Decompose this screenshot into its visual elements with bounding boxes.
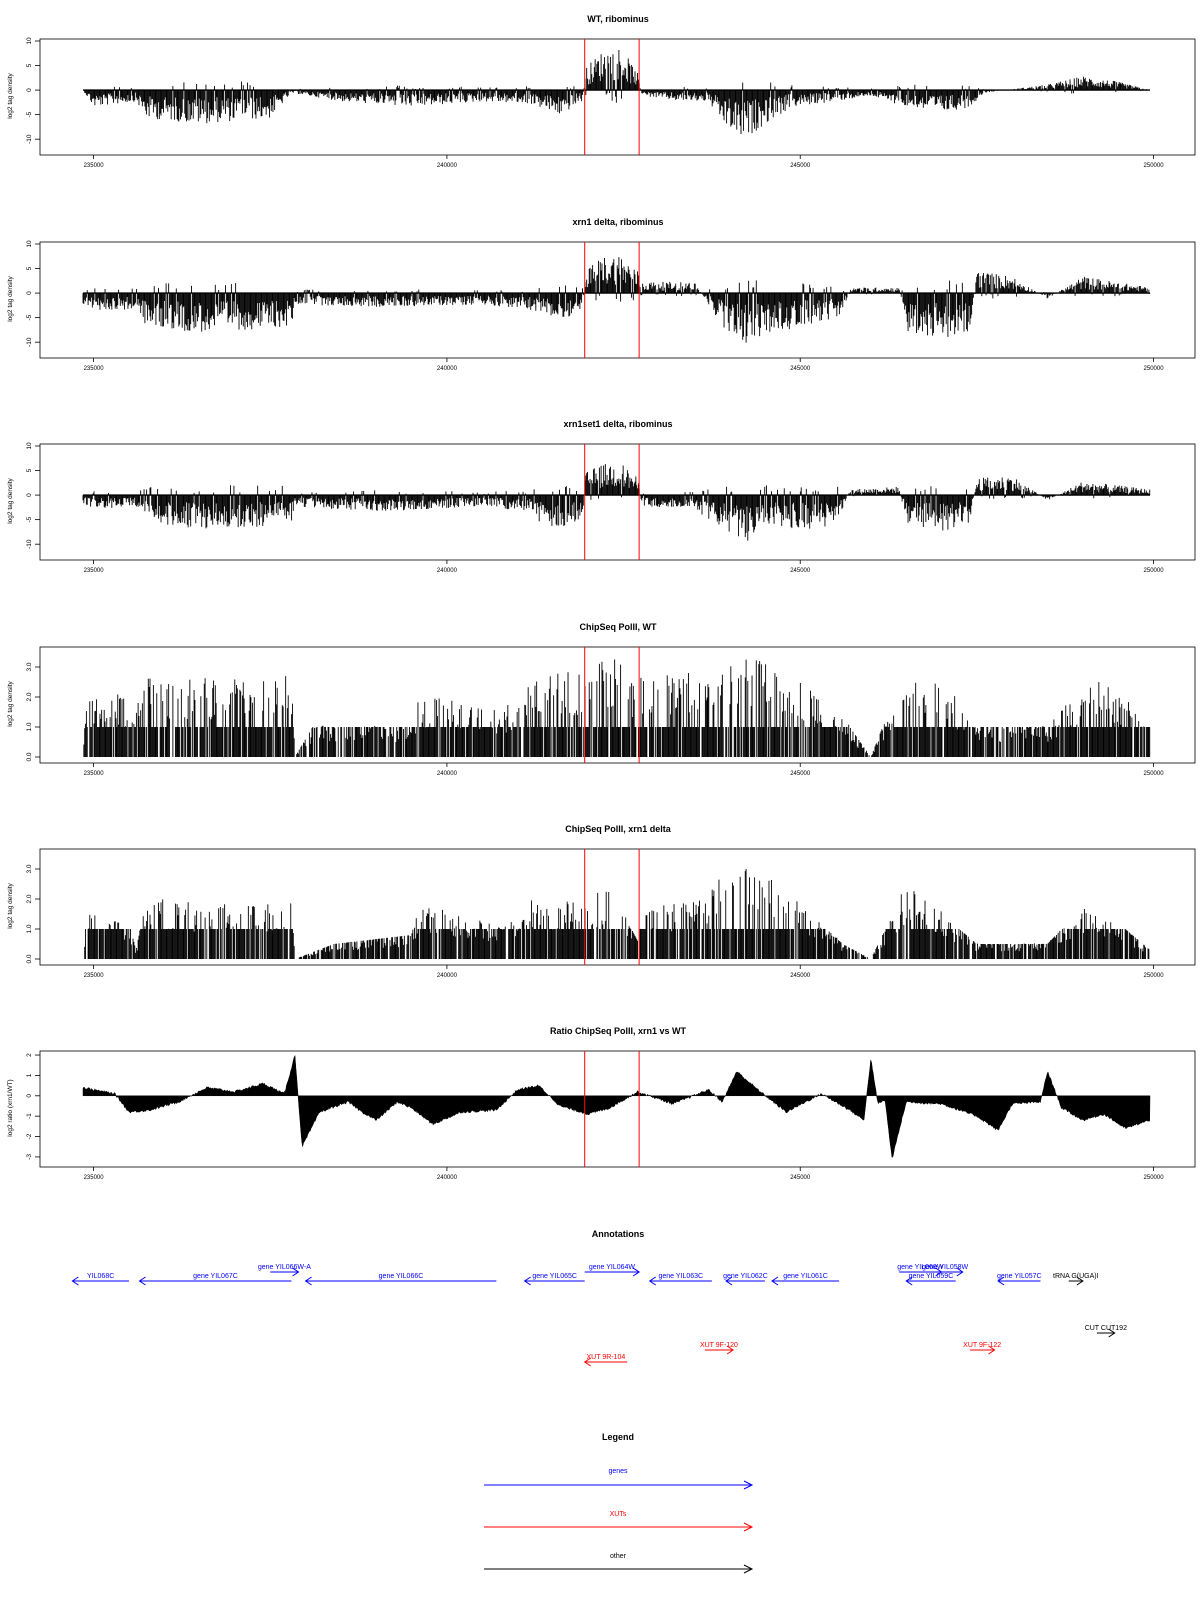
x-tick-label: 245000 — [790, 366, 811, 372]
y-tick-label: -10 — [26, 337, 33, 347]
x-tick-label: 245000 — [790, 568, 811, 574]
y-tick-label: 5 — [26, 63, 33, 67]
y-axis-label: log2 tag density — [7, 275, 14, 321]
y-axis-label: log2 tag density — [7, 680, 14, 726]
x-tick-label: 240000 — [437, 366, 458, 372]
x-tick-label: 240000 — [437, 163, 458, 169]
x-axis: 235000 240000 245000 250000 — [84, 358, 1165, 372]
x-axis: 235000 240000 245000 250000 — [84, 560, 1165, 574]
panel-title: xrn1 delta, ribominus — [572, 217, 663, 227]
y-tick-label: 5 — [26, 266, 33, 270]
y-axis-label: log2 tag density — [7, 72, 14, 118]
y-tick-label: 10 — [26, 240, 33, 248]
x-axis: 235000 240000 245000 250000 — [84, 155, 1165, 169]
x-tick-label: 245000 — [790, 163, 811, 169]
y-axis: -10 -5 0 5 10 — [26, 37, 40, 144]
x-tick-label: 250000 — [1144, 163, 1165, 169]
x-tick-label: 235000 — [84, 163, 105, 169]
panel-wt-ribominus: WT, ribominus log2 tag density -10 -5 0 5 10… — [7, 14, 1195, 169]
signal-bars — [83, 257, 1150, 342]
y-tick-label: 0 — [26, 88, 33, 92]
y-axis-label: log2 tag density — [7, 477, 14, 523]
panel-title: ChipSeq PolII, WT — [580, 622, 657, 632]
y-tick-label: 10 — [26, 442, 33, 450]
y-axis: -10 -5 0 5 10 — [26, 442, 40, 549]
y-axis: -10 -5 0 5 10 — [26, 240, 40, 347]
y-tick-label: -10 — [26, 539, 33, 549]
x-tick-label: 250000 — [1144, 366, 1165, 372]
y-tick-label: -5 — [26, 111, 33, 117]
y-tick-label: 0 — [26, 291, 33, 295]
marker-lines — [585, 242, 639, 358]
plot-frame — [40, 444, 1195, 560]
panel-xrn1-ribominus: xrn1 delta, ribominus log2 tag density -… — [7, 217, 1195, 372]
marker-lines — [585, 444, 639, 560]
y-tick-label: -5 — [26, 314, 33, 320]
signal-bars — [84, 659, 1150, 757]
x-tick-label: 250000 — [1144, 568, 1165, 574]
y-tick-label: -5 — [26, 516, 33, 522]
x-tick-label: 240000 — [437, 568, 458, 574]
panel-title: WT, ribominus — [587, 14, 649, 24]
y-tick-label: 5 — [26, 468, 33, 472]
panel-title: xrn1set1 delta, ribominus — [563, 419, 672, 429]
signal-bars — [83, 50, 1150, 134]
y-tick-label: -10 — [26, 134, 33, 144]
x-tick-label: 235000 — [84, 366, 105, 372]
y-tick-label: 0 — [26, 493, 33, 497]
y-tick-label: 10 — [26, 37, 33, 45]
panel-chipseq-wt: ChipSeq PolII, WT log2 tag density 0.01.… — [7, 622, 1195, 777]
x-tick-label: 235000 — [84, 568, 105, 574]
panel-xrn1set1-ribominus: xrn1set1 delta, ribominus log2 tag densi… — [7, 419, 1195, 574]
signal-bars — [83, 464, 1150, 541]
